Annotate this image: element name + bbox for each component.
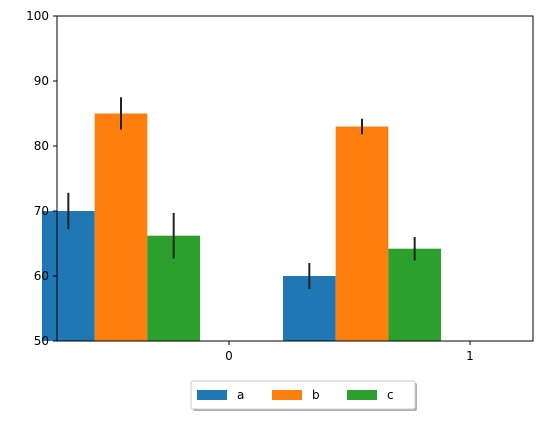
legend-label-b: b: [312, 388, 320, 402]
y-tick-label-60: 60: [34, 269, 49, 283]
y-tick-label-50: 50: [34, 334, 49, 348]
legend: [190, 380, 416, 410]
legend-swatch-b: [272, 390, 302, 400]
x-tick-label-0: 0: [225, 349, 233, 363]
y-tick-label-70: 70: [34, 204, 49, 218]
legend-label-a: a: [237, 388, 244, 402]
bar-a-0: [42, 211, 95, 341]
y-tick-label-80: 80: [34, 139, 49, 153]
bar-c-1: [388, 248, 441, 341]
legend-swatch-a: [197, 390, 227, 400]
bar-b-1: [335, 126, 389, 341]
legend-swatch-c: [347, 390, 377, 400]
y-tick-label-100: 100: [26, 9, 49, 23]
plot-frame: [56, 15, 534, 342]
legend-label-c: c: [387, 388, 394, 402]
x-tick-label-1: 1: [466, 349, 474, 363]
bar-b-0: [94, 113, 148, 341]
y-tick-label-90: 90: [34, 74, 49, 88]
